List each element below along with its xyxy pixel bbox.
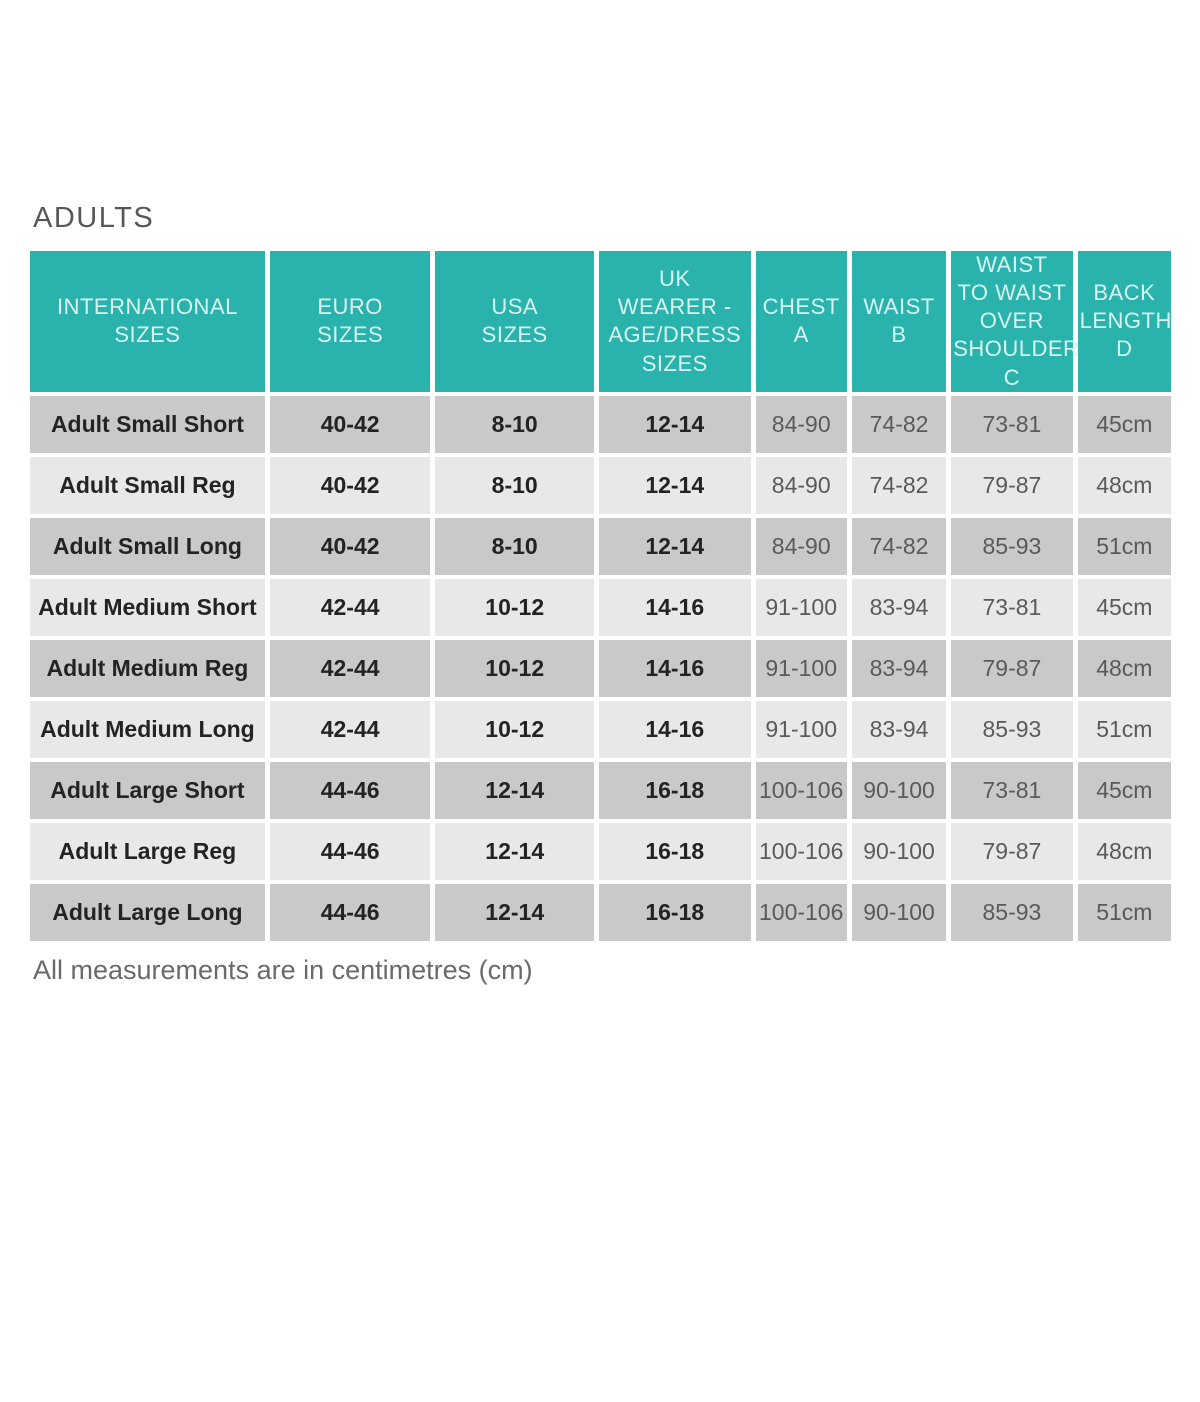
- cell-chest: 84-90: [755, 395, 847, 453]
- cell-waist: 90-100: [851, 761, 947, 819]
- cell-euro-size: 40-42: [269, 456, 431, 514]
- cell-waist-to-waist: 79-87: [951, 456, 1073, 514]
- col-header-waist-to-waist: WAIST TO WAIST OVER SHOULDER C: [951, 251, 1079, 392]
- cell-waist-to-waist: 79-87: [951, 639, 1073, 697]
- cell-uk-size: 14-16: [598, 639, 751, 697]
- col-header-international-sizes: INTERNATIONAL SIZES: [30, 251, 265, 392]
- table-row: Adult Medium Reg 42-44 10-12 14-16 91-10…: [30, 639, 1171, 697]
- cell-back-length: 51cm: [1077, 700, 1171, 758]
- table-row: Adult Small Reg 40-42 8-10 12-14 84-90 7…: [30, 456, 1171, 514]
- cell-chest: 91-100: [755, 700, 847, 758]
- cell-usa-size: 10-12: [435, 639, 594, 697]
- cell-waist: 74-82: [851, 456, 947, 514]
- col-header-chest: CHEST A: [755, 251, 847, 392]
- cell-usa-size: 12-14: [435, 883, 594, 941]
- cell-usa-size: 8-10: [435, 517, 594, 575]
- table-row: Adult Large Reg 44-46 12-14 16-18 100-10…: [30, 822, 1171, 880]
- cell-euro-size: 44-46: [269, 761, 431, 819]
- cell-usa-size: 12-14: [435, 822, 594, 880]
- col-header-back-length: BACK LENGTH D: [1077, 251, 1171, 392]
- cell-chest: 84-90: [755, 517, 847, 575]
- page-title: ADULTS: [33, 202, 155, 234]
- cell-euro-size: 42-44: [269, 578, 431, 636]
- header-row: INTERNATIONAL SIZES EURO SIZES USA SIZES…: [30, 251, 1171, 392]
- cell-international-size: Adult Medium Short: [30, 578, 265, 636]
- cell-back-length: 45cm: [1077, 395, 1171, 453]
- cell-uk-size: 16-18: [598, 883, 751, 941]
- col-header-waist: WAIST B: [851, 251, 947, 392]
- cell-waist-to-waist: 73-81: [951, 578, 1073, 636]
- cell-waist: 83-94: [851, 578, 947, 636]
- cell-international-size: Adult Large Short: [30, 761, 265, 819]
- cell-waist-to-waist: 73-81: [951, 761, 1073, 819]
- table-row: Adult Small Long 40-42 8-10 12-14 84-90 …: [30, 517, 1171, 575]
- cell-waist-to-waist: 85-93: [951, 883, 1073, 941]
- cell-chest: 84-90: [755, 456, 847, 514]
- cell-back-length: 51cm: [1077, 883, 1171, 941]
- cell-waist: 74-82: [851, 395, 947, 453]
- table-row: Adult Large Long 44-46 12-14 16-18 100-1…: [30, 883, 1171, 941]
- col-header-usa-sizes: USA SIZES: [435, 251, 594, 392]
- adult-size-chart-table: INTERNATIONAL SIZES EURO SIZES USA SIZES…: [25, 247, 1176, 945]
- cell-waist: 90-100: [851, 883, 947, 941]
- cell-waist-to-waist: 85-93: [951, 700, 1073, 758]
- cell-uk-size: 12-14: [598, 517, 751, 575]
- cell-waist-to-waist: 85-93: [951, 517, 1073, 575]
- col-header-uk-wearer-sizes: UK WEARER - AGE/DRESS SIZES: [598, 251, 751, 392]
- cell-back-length: 48cm: [1077, 822, 1171, 880]
- cell-usa-size: 10-12: [435, 700, 594, 758]
- cell-euro-size: 42-44: [269, 639, 431, 697]
- cell-chest: 100-106: [755, 761, 847, 819]
- cell-back-length: 45cm: [1077, 761, 1171, 819]
- cell-back-length: 45cm: [1077, 578, 1171, 636]
- cell-international-size: Adult Large Reg: [30, 822, 265, 880]
- col-header-euro-sizes: EURO SIZES: [269, 251, 431, 392]
- cell-chest: 91-100: [755, 639, 847, 697]
- cell-waist: 83-94: [851, 639, 947, 697]
- cell-usa-size: 8-10: [435, 456, 594, 514]
- cell-chest: 100-106: [755, 883, 847, 941]
- table-row: Adult Small Short 40-42 8-10 12-14 84-90…: [30, 395, 1171, 453]
- cell-usa-size: 12-14: [435, 761, 594, 819]
- cell-euro-size: 44-46: [269, 822, 431, 880]
- cell-usa-size: 10-12: [435, 578, 594, 636]
- cell-international-size: Adult Large Long: [30, 883, 265, 941]
- cell-back-length: 48cm: [1077, 639, 1171, 697]
- cell-euro-size: 40-42: [269, 395, 431, 453]
- cell-back-length: 51cm: [1077, 517, 1171, 575]
- cell-waist: 83-94: [851, 700, 947, 758]
- cell-euro-size: 44-46: [269, 883, 431, 941]
- cell-chest: 91-100: [755, 578, 847, 636]
- cell-euro-size: 42-44: [269, 700, 431, 758]
- cell-uk-size: 12-14: [598, 395, 751, 453]
- cell-chest: 100-106: [755, 822, 847, 880]
- cell-uk-size: 16-18: [598, 822, 751, 880]
- cell-waist-to-waist: 73-81: [951, 395, 1073, 453]
- cell-uk-size: 12-14: [598, 456, 751, 514]
- cell-international-size: Adult Small Short: [30, 395, 265, 453]
- cell-international-size: Adult Medium Reg: [30, 639, 265, 697]
- measurement-note: All measurements are in centimetres (cm): [33, 954, 533, 985]
- cell-international-size: Adult Small Reg: [30, 456, 265, 514]
- table-row: Adult Medium Short 42-44 10-12 14-16 91-…: [30, 578, 1171, 636]
- cell-euro-size: 40-42: [269, 517, 431, 575]
- table-row: Adult Medium Long 42-44 10-12 14-16 91-1…: [30, 700, 1171, 758]
- cell-uk-size: 14-16: [598, 700, 751, 758]
- cell-usa-size: 8-10: [435, 395, 594, 453]
- cell-uk-size: 14-16: [598, 578, 751, 636]
- cell-waist: 90-100: [851, 822, 947, 880]
- cell-international-size: Adult Small Long: [30, 517, 265, 575]
- table-row: Adult Large Short 44-46 12-14 16-18 100-…: [30, 761, 1171, 819]
- cell-back-length: 48cm: [1077, 456, 1171, 514]
- cell-international-size: Adult Medium Long: [30, 700, 265, 758]
- cell-uk-size: 16-18: [598, 761, 751, 819]
- cell-waist-to-waist: 79-87: [951, 822, 1073, 880]
- cell-waist: 74-82: [851, 517, 947, 575]
